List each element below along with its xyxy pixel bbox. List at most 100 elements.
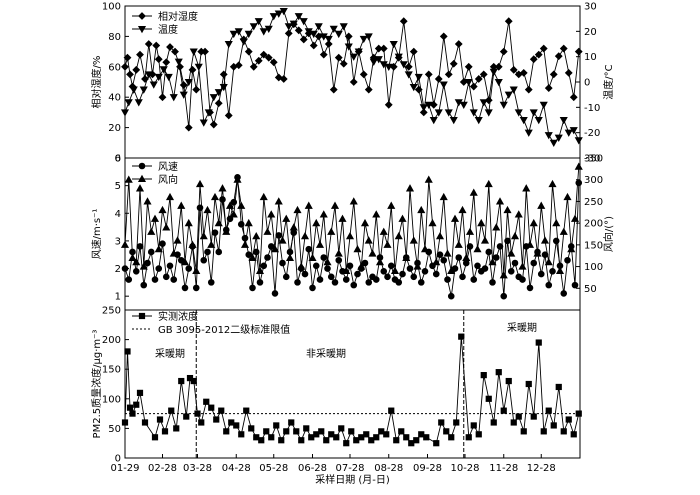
pm25-axis-title: PM2.5质量浓度/μg·m⁻³ [90, 330, 103, 439]
temperature-series-point-53 [384, 63, 393, 72]
winddir-series-point-47 [297, 262, 306, 270]
pm25-series-point-37 [298, 437, 305, 444]
humidity-series-point-21 [201, 47, 209, 56]
pm25-series-point-76 [500, 407, 507, 414]
temperature-series-line [124, 10, 580, 144]
temperature-series-point-9 [164, 73, 173, 82]
winddir-series-point-42 [278, 236, 287, 244]
pm25-series-point-75 [495, 369, 502, 376]
temperature-series-point-69 [464, 78, 473, 87]
windspeed-series-point-104 [511, 259, 519, 267]
temperature-series-point-12 [179, 91, 188, 99]
winddir-series-point-89 [454, 240, 463, 248]
windspeed-series-point-79 [417, 279, 425, 286]
winddir-series-point-82 [428, 218, 437, 227]
humidity-series-point-6 [141, 75, 149, 83]
pm25-series-point-73 [485, 395, 492, 402]
humidity-series-point-70 [444, 70, 453, 79]
period-label-heating-1: 采暖期 [155, 347, 185, 360]
period-label-heating-2: 采暖期 [507, 321, 537, 334]
windspeed-series-point-85 [440, 256, 448, 264]
pm25-series-point-13 [183, 413, 190, 420]
pm25-series-point-68 [458, 333, 465, 340]
windspeed-axis-tick-label-4: 5 [115, 181, 121, 192]
humidity-series-point-66 [424, 70, 433, 79]
winddir-axis-tick-label-4: 250 [584, 197, 603, 208]
windspeed-series-point-40 [271, 290, 279, 297]
humidity-series-point-34 [264, 53, 273, 62]
windspeed-series-point-7 [147, 248, 155, 256]
windspeed-series-point-106 [519, 276, 526, 283]
windspeed-series-point-16 [181, 284, 189, 292]
humidity-series-point-57 [379, 44, 388, 53]
windspeed-series-point-21 [200, 256, 208, 264]
pm25-series-point-23 [228, 419, 235, 426]
windspeed-series-point-24 [211, 229, 219, 236]
windspeed-axis-tick-label-0: 1 [115, 292, 121, 303]
windspeed-series-point-3 [132, 268, 140, 275]
x-axis-title: 采样日期 (月-日) [315, 473, 390, 486]
windspeed-series-point-83 [432, 270, 440, 278]
temperature-series-point-21 [224, 40, 233, 49]
pm25-series-point-27 [248, 425, 255, 432]
windspeed-series-point-114 [549, 268, 556, 275]
x-tick-label-7: 08-28 [374, 463, 403, 474]
pm25-series-point-44 [333, 434, 340, 441]
windspeed-axis-title: 风速/m·s⁻¹ [91, 209, 103, 260]
temperature-series-point-43 [334, 30, 343, 39]
windspeed-series-point-55 [327, 273, 335, 281]
temperature-series-point-90 [569, 127, 578, 135]
windspeed-series-point-50 [309, 284, 316, 292]
humidity-series-point-40 [294, 26, 303, 35]
windspeed-series-point-118 [564, 256, 571, 264]
humidity-series-point-51 [349, 78, 358, 86]
pm25-series-point-1 [124, 348, 131, 355]
legend2-swatch-marker-0 [138, 162, 146, 170]
pm25-series-point-33 [278, 437, 285, 444]
temperature-series-point-68 [459, 101, 468, 110]
pm25-series-point-17 [198, 419, 205, 426]
humidity-series-point-4 [132, 65, 141, 74]
windspeed-series-point-65 [365, 279, 373, 286]
windspeed-series-point-70 [384, 273, 391, 281]
windspeed-series-line [124, 177, 580, 297]
windspeed-series-point-22 [204, 248, 211, 256]
x-tick-label-8: 09-28 [413, 463, 442, 474]
temperature-series-point-22 [229, 30, 238, 39]
humidity-series-point-74 [464, 62, 473, 71]
pm25-series-point-57 [398, 428, 405, 435]
temperature-series-point-84 [539, 101, 548, 110]
pm25-series-point-47 [348, 428, 355, 435]
winddir-series-point-109 [529, 218, 538, 227]
winddir-series-point-32 [240, 240, 250, 248]
humidity-series-point-25 [219, 70, 228, 79]
winddir-series-point-1 [124, 175, 133, 183]
temperature-series-point-82 [529, 109, 538, 117]
temperature-series-point-83 [534, 116, 543, 125]
winddir-series-point-14 [173, 236, 182, 244]
winddir-series-point-119 [567, 244, 576, 253]
pm25-axis-tick-label-2: 100 [102, 394, 121, 405]
winddir-series-point-66 [368, 249, 377, 257]
winddir-series-point-56 [330, 201, 340, 209]
winddir-series-point-17 [184, 218, 193, 227]
windspeed-series-point-97 [485, 248, 493, 256]
pm25-series-point-10 [168, 407, 175, 414]
windspeed-series-point-48 [301, 270, 309, 278]
temperature-series-point-5 [144, 71, 153, 79]
legend1-label-0: 相对湿度 [158, 10, 198, 23]
humidity-series-point-53 [359, 70, 368, 79]
winddir-series-point-94 [473, 244, 482, 253]
windspeed-series-point-5 [140, 281, 148, 289]
pm25-series-point-90 [570, 431, 577, 438]
temperature-series-point-89 [564, 129, 573, 137]
windspeed-series-point-10 [159, 240, 166, 247]
windspeed-series-point-93 [470, 276, 478, 283]
winddir-series-point-120 [570, 214, 580, 222]
humidity-series-point-92 [554, 52, 563, 61]
windspeed-series-point-90 [459, 273, 466, 281]
winddir-axis-tick-label-2: 150 [584, 240, 603, 251]
temperature-series-point-71 [474, 116, 483, 125]
winddir-series-point-62 [353, 244, 362, 253]
